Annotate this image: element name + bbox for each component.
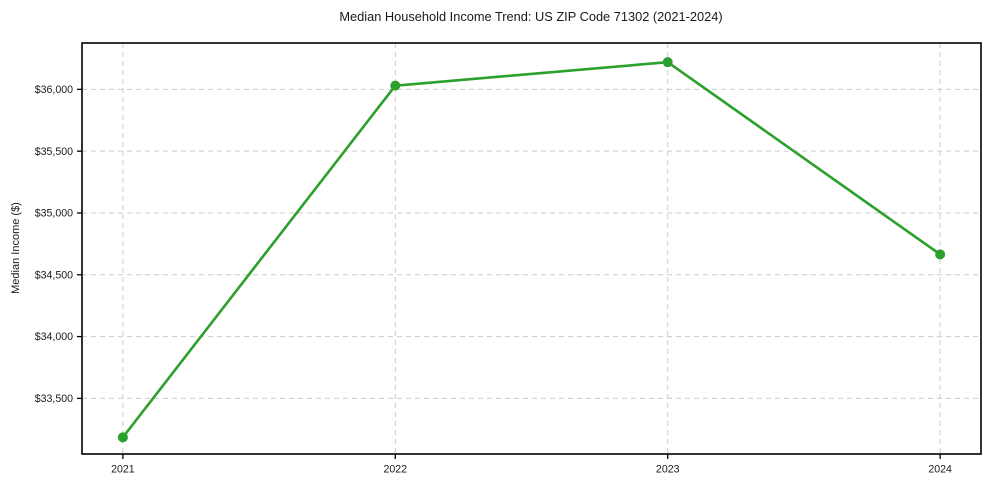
data-point-marker (935, 249, 946, 260)
y-tick-label: $35,500 (35, 146, 73, 158)
y-tick-label: $33,500 (35, 393, 73, 405)
y-tick-label: $34,000 (35, 331, 73, 343)
data-point-marker (117, 432, 128, 443)
data-point-marker (662, 57, 673, 68)
x-tick-label: 2023 (656, 464, 680, 476)
x-tick-label: 2022 (383, 464, 407, 476)
axes-border (81, 42, 982, 455)
x-tick-label: 2021 (111, 464, 135, 476)
chart-title: Median Household Income Trend: US ZIP Co… (339, 9, 723, 24)
y-tick-label: $34,500 (35, 269, 73, 281)
y-tick-label: $35,000 (35, 208, 73, 220)
x-tick-label: 2024 (928, 464, 952, 476)
series-line (121, 60, 941, 439)
data-point-marker (390, 80, 401, 91)
y-axis-label: Median Income ($) (10, 202, 22, 294)
y-tick-label: $36,000 (35, 84, 73, 96)
